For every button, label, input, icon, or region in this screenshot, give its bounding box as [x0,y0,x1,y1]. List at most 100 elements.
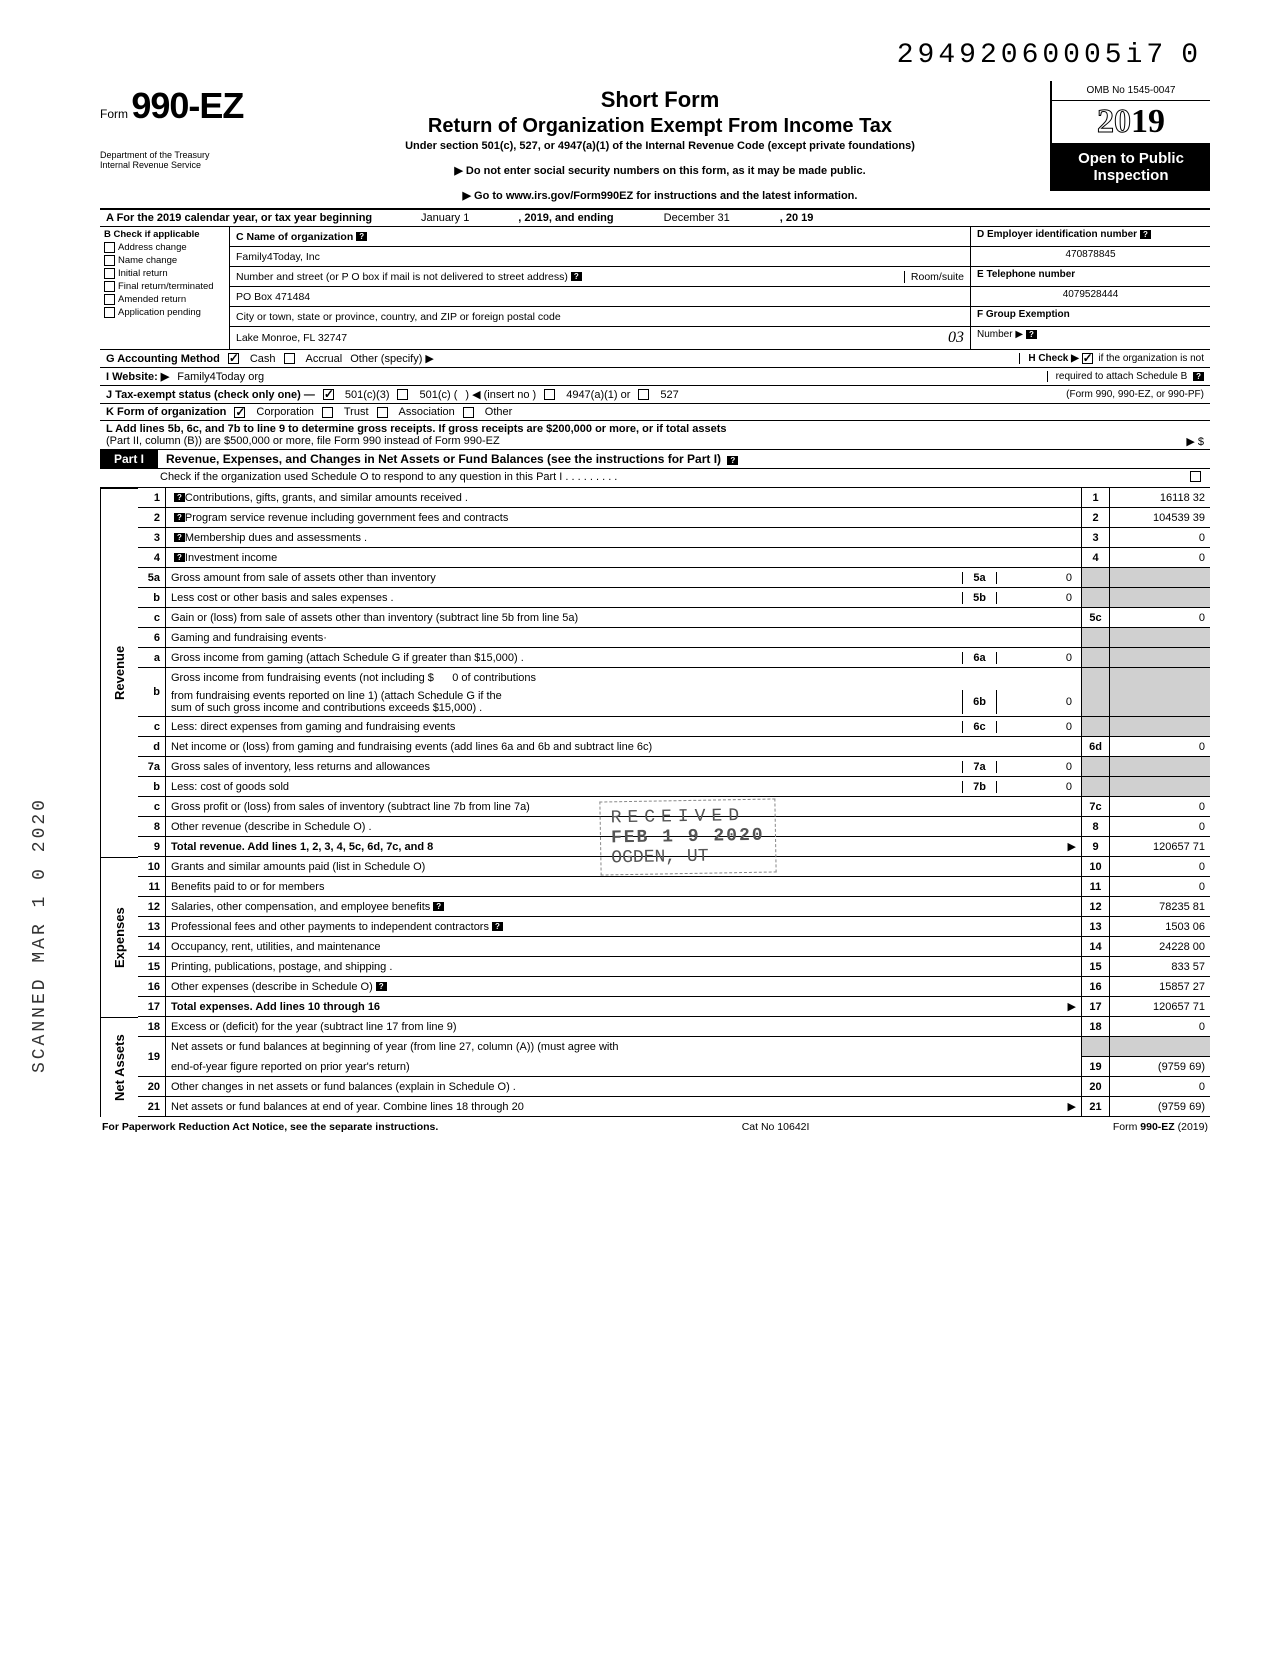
part1-title: Revenue, Expenses, and Changes in Net As… [158,450,746,468]
line-17-val: 120657 71 [1110,997,1210,1017]
checkbox-association[interactable] [377,407,388,418]
part1-grid: Revenue 1 ? Contributions, gifts, grants… [100,488,1210,1117]
shaded-cell [1082,668,1110,717]
checkbox-501c[interactable] [397,389,408,400]
help-icon[interactable]: ? [376,982,387,991]
line-9-num: 9 [1082,837,1110,857]
row-h: H Check ▶ if the organization is not [1019,353,1204,364]
line-num: 3 [138,528,166,548]
line-5c-num: 5c [1082,608,1110,628]
shaded-cell [1082,1037,1110,1057]
tax-year: 2019 [1052,101,1210,144]
return-title: Return of Organization Exempt From Incom… [280,115,1040,138]
line-21-desc: Net assets or fund balances at end of ye… [166,1097,1082,1117]
line-12-desc: Salaries, other compensation, and employ… [166,897,1082,917]
line-num: 19 [138,1037,166,1077]
shaded-cell [1082,588,1110,608]
shaded-cell [1110,1037,1210,1057]
checkbox-icon[interactable] [104,242,115,253]
checkbox-schedule-o[interactable] [1190,471,1201,482]
scanned-stamp: SCANNED MAR 1 0 2020 [30,797,50,1073]
side-expenses: Expenses [100,857,138,1017]
line-1-num: 1 [1082,488,1110,508]
short-form-title: Short Form [280,87,1040,113]
city-label: City or town, state or province, country… [230,307,970,327]
shaded-cell [1110,648,1210,668]
line-7c-val: 0 [1110,797,1210,817]
help-icon[interactable]: ? [174,513,185,522]
help-icon[interactable]: ? [174,493,185,502]
line-num: 12 [138,897,166,917]
checkbox-527[interactable] [638,389,649,400]
line-num: 18 [138,1017,166,1037]
group-exemption-number: Number ▶? [971,327,1210,347]
help-icon[interactable]: ? [571,272,582,281]
checkbox-4947[interactable] [544,389,555,400]
checkbox-cash[interactable] [228,353,239,364]
row-g-h: G Accounting Method Cash Accrual Other (… [100,350,1210,368]
line-18-desc: Excess or (deficit) for the year (subtra… [166,1017,1082,1037]
checkbox-trust[interactable] [322,407,333,418]
checkbox-icon[interactable] [104,268,115,279]
help-icon[interactable]: ? [356,232,367,241]
line-num: 16 [138,977,166,997]
form-label-block: Form 990-EZ Department of the Treasury I… [100,81,270,179]
line-10-val: 0 [1110,857,1210,877]
line-num: 17 [138,997,166,1017]
help-icon[interactable]: ? [174,533,185,542]
line-19-desc1: Net assets or fund balances at beginning… [166,1037,1082,1057]
help-icon[interactable]: ? [433,902,444,911]
help-icon[interactable]: ? [1193,372,1204,381]
line-7c-desc: Gross profit or (loss) from sales of inv… [166,797,1082,817]
checkbox-icon[interactable] [104,255,115,266]
line-2-desc: ? Program service revenue including gove… [166,508,1082,528]
line-20-desc: Other changes in net assets or fund bala… [166,1077,1082,1097]
line-13-desc: Professional fees and other payments to … [166,917,1082,937]
chk-initial-return[interactable]: Initial return [104,268,225,279]
line-16-desc: Other expenses (describe in Schedule O) … [166,977,1082,997]
checkbox-accrual[interactable] [284,353,295,364]
chk-name-change[interactable]: Name change [104,255,225,266]
help-icon[interactable]: ? [492,922,503,931]
help-icon[interactable]: ? [727,456,738,465]
checkbox-501c3[interactable] [323,389,334,400]
taxyear-mid: , 2019, and ending [518,212,613,224]
col-b-header: B Check if applicable [104,229,225,240]
line-num: b [138,777,166,797]
checkbox-icon[interactable] [104,281,115,292]
help-icon[interactable]: ? [174,553,185,562]
form-word: Form [100,107,128,121]
tax-exempt-label: J Tax-exempt status (check only one) — [106,389,315,401]
section-a: B Check if applicable Address change Nam… [100,227,1210,350]
line-11-val: 0 [1110,877,1210,897]
line-3-val: 0 [1110,528,1210,548]
checkbox-schedule-b[interactable] [1082,353,1093,364]
line-2-num: 2 [1082,508,1110,528]
line-num: b [138,668,166,717]
help-icon[interactable]: ? [1140,230,1151,239]
row-h-cont2: (Form 990, 990-EZ, or 990-PF) [1066,389,1204,400]
street-label-row: Number and street (or P O box if mail is… [230,267,970,287]
open-to-public: Open to Public Inspection [1052,144,1210,191]
city-value-row: Lake Monroe, FL 32747 03 [230,327,970,349]
org-name-value: Family4Today, Inc [230,247,970,267]
form-footer-id: Form 990-EZ (2019) [1113,1121,1208,1133]
chk-final-return[interactable]: Final return/terminated [104,281,225,292]
row-j: J Tax-exempt status (check only one) — 5… [100,386,1210,404]
checkbox-other[interactable] [463,407,474,418]
line-num: 21 [138,1097,166,1117]
chk-address-change[interactable]: Address change [104,242,225,253]
chk-application-pending[interactable]: Application pending [104,307,225,318]
right-block: OMB No 1545-0047 2019 Open to Public Ins… [1050,81,1210,191]
col-b-checkboxes: B Check if applicable Address change Nam… [100,227,230,349]
line-18-val: 0 [1110,1017,1210,1037]
line-19-num: 19 [1082,1057,1110,1077]
page-stamp: 29492060005i70 [100,40,1210,71]
checkbox-corporation[interactable] [234,407,245,418]
line-15-desc: Printing, publications, postage, and shi… [166,957,1082,977]
checkbox-icon[interactable] [104,307,115,318]
checkbox-icon[interactable] [104,294,115,305]
chk-amended-return[interactable]: Amended return [104,294,225,305]
taxyear-end: December 31 [617,212,777,224]
help-icon[interactable]: ? [1026,330,1037,339]
